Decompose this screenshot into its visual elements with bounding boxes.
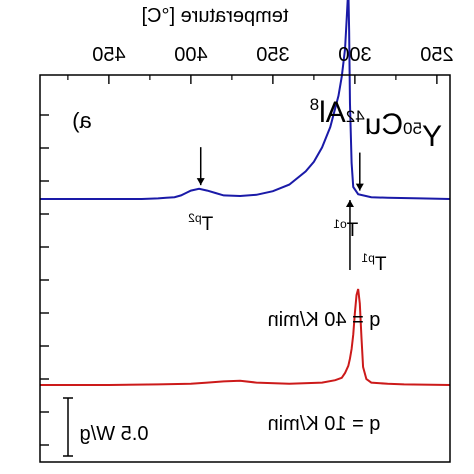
x-tick-label: 400 xyxy=(174,44,207,66)
series-label-40kmin: q = 40 K/min xyxy=(268,309,381,331)
annotation-arrowhead xyxy=(196,178,205,186)
annotation-arrowhead xyxy=(345,200,354,207)
annotation-arrowhead xyxy=(355,183,364,191)
composition-element: Al xyxy=(319,96,346,129)
annotation-label: Tp1 xyxy=(361,251,386,275)
x-tick-label: 350 xyxy=(256,44,289,66)
composition-subscript: 8 xyxy=(310,95,319,114)
x-tick-label: 250 xyxy=(420,44,453,66)
x-axis-label: temperature [°C] xyxy=(142,5,289,27)
series-label-10kmin: q = 10 K/min xyxy=(268,413,381,435)
series-line-10kmin xyxy=(40,288,451,386)
composition-element: Cu xyxy=(365,108,403,141)
x-tick-label: 300 xyxy=(338,44,371,66)
panel-label: a) xyxy=(72,108,92,133)
plot-frame xyxy=(39,74,451,463)
composition-subscript: 50 xyxy=(403,119,422,138)
scale-bar-label: 0.5 W/g xyxy=(80,423,149,445)
series-line-40kmin xyxy=(40,0,451,200)
x-tick-label: 450 xyxy=(92,44,125,66)
composition-subscript: 42 xyxy=(346,107,365,126)
annotation-label: Tp2 xyxy=(188,211,213,235)
annotation-label: To1 xyxy=(333,217,358,241)
alloy-composition: Y50Cu42Al8 xyxy=(310,95,442,153)
composition-element: Y xyxy=(422,120,442,153)
